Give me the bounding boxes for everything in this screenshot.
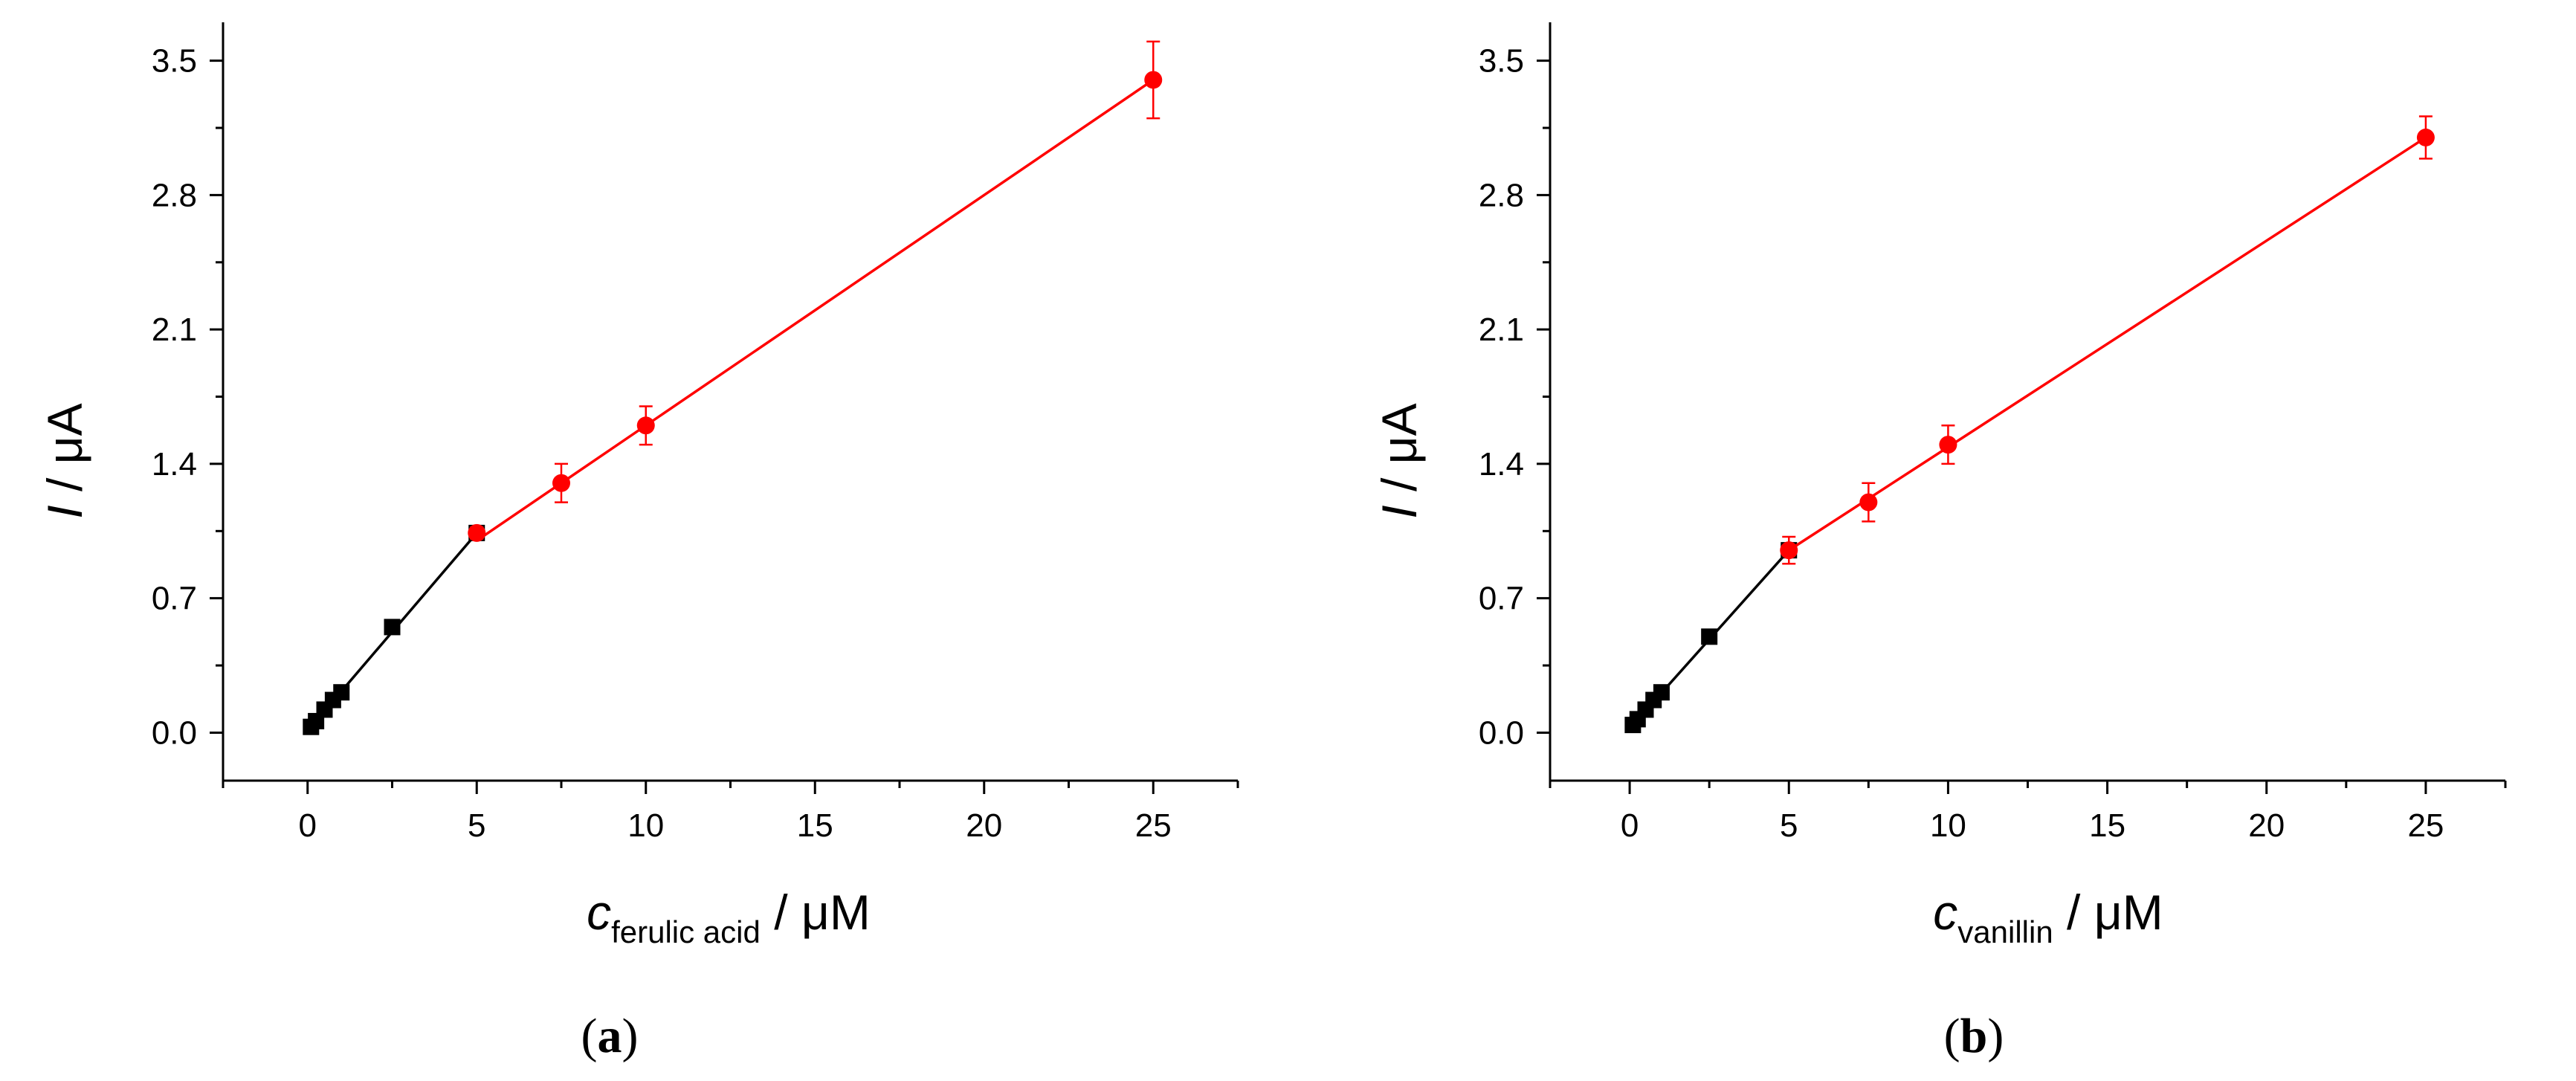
- x-tick-label: 20: [966, 807, 1002, 844]
- y-tick-label: 2.8: [1479, 177, 1524, 213]
- panel-label-a: (a): [581, 1009, 639, 1063]
- fit-line: [1788, 136, 2427, 552]
- data-point: [333, 684, 350, 701]
- y-tick-label: 1.4: [152, 446, 197, 483]
- series-red-circles: [468, 40, 1163, 542]
- y-tick-label: 2.1: [1479, 312, 1524, 348]
- y-tick-label: 1.4: [1479, 446, 1524, 483]
- chart-panel-a: 0 5 10 15 20 25 0.0 0.7 1.4 2.1 2.8 3.5: [152, 22, 1239, 844]
- data-point: [1859, 493, 1878, 512]
- x-tick-label: 5: [1780, 807, 1798, 844]
- x-tick-label: 10: [627, 807, 664, 844]
- data-point: [468, 523, 486, 542]
- y-tick-label: 2.1: [152, 312, 197, 348]
- x-tick-label: 15: [2089, 807, 2125, 844]
- y-axis-label-a: I / μA: [37, 403, 92, 518]
- x-tick-label: 10: [1930, 807, 1966, 844]
- series-red-circles: [1780, 115, 2435, 565]
- data-point: [1653, 684, 1670, 701]
- y-tick-label: 0.7: [152, 581, 197, 617]
- x-tick-label: 0: [1621, 807, 1639, 844]
- data-point: [636, 416, 655, 435]
- y-tick-label: 3.5: [152, 43, 197, 80]
- data-point: [1780, 541, 1798, 560]
- data-point: [384, 619, 401, 636]
- y-tick-label: 0.0: [152, 714, 197, 751]
- y-tick-label: 0.0: [1479, 714, 1524, 751]
- x-axis-label-a: cferulic acid / μM: [587, 885, 871, 949]
- x-tick-label: 5: [468, 807, 485, 844]
- data-point: [1144, 71, 1163, 89]
- y-tick-label: 3.5: [1479, 43, 1524, 80]
- series-black-squares: [303, 524, 485, 735]
- panel-label-b: (b): [1944, 1009, 2004, 1063]
- y-tick-label: 2.8: [152, 177, 197, 213]
- data-point: [1939, 436, 1957, 454]
- fit-line: [476, 79, 1155, 542]
- x-axis-label-b: cvanillin / μM: [1933, 885, 2163, 949]
- x-tick-label: 25: [2407, 807, 2444, 844]
- y-tick-label: 0.7: [1479, 581, 1524, 617]
- y-axis-label-b: I / μA: [1372, 403, 1427, 518]
- x-tick-label: 20: [2248, 807, 2285, 844]
- data-point: [1701, 628, 1718, 645]
- x-tick-label: 0: [299, 807, 317, 844]
- data-point: [552, 474, 570, 492]
- x-tick-label: 15: [797, 807, 833, 844]
- chart-panel-b: 0 5 10 15 20 25 0.0 0.7 1.4 2.1 2.8 3.5: [1479, 22, 2507, 844]
- x-tick-label: 25: [1135, 807, 1172, 844]
- series-black-squares: [1624, 542, 1798, 734]
- data-point: [2416, 128, 2435, 146]
